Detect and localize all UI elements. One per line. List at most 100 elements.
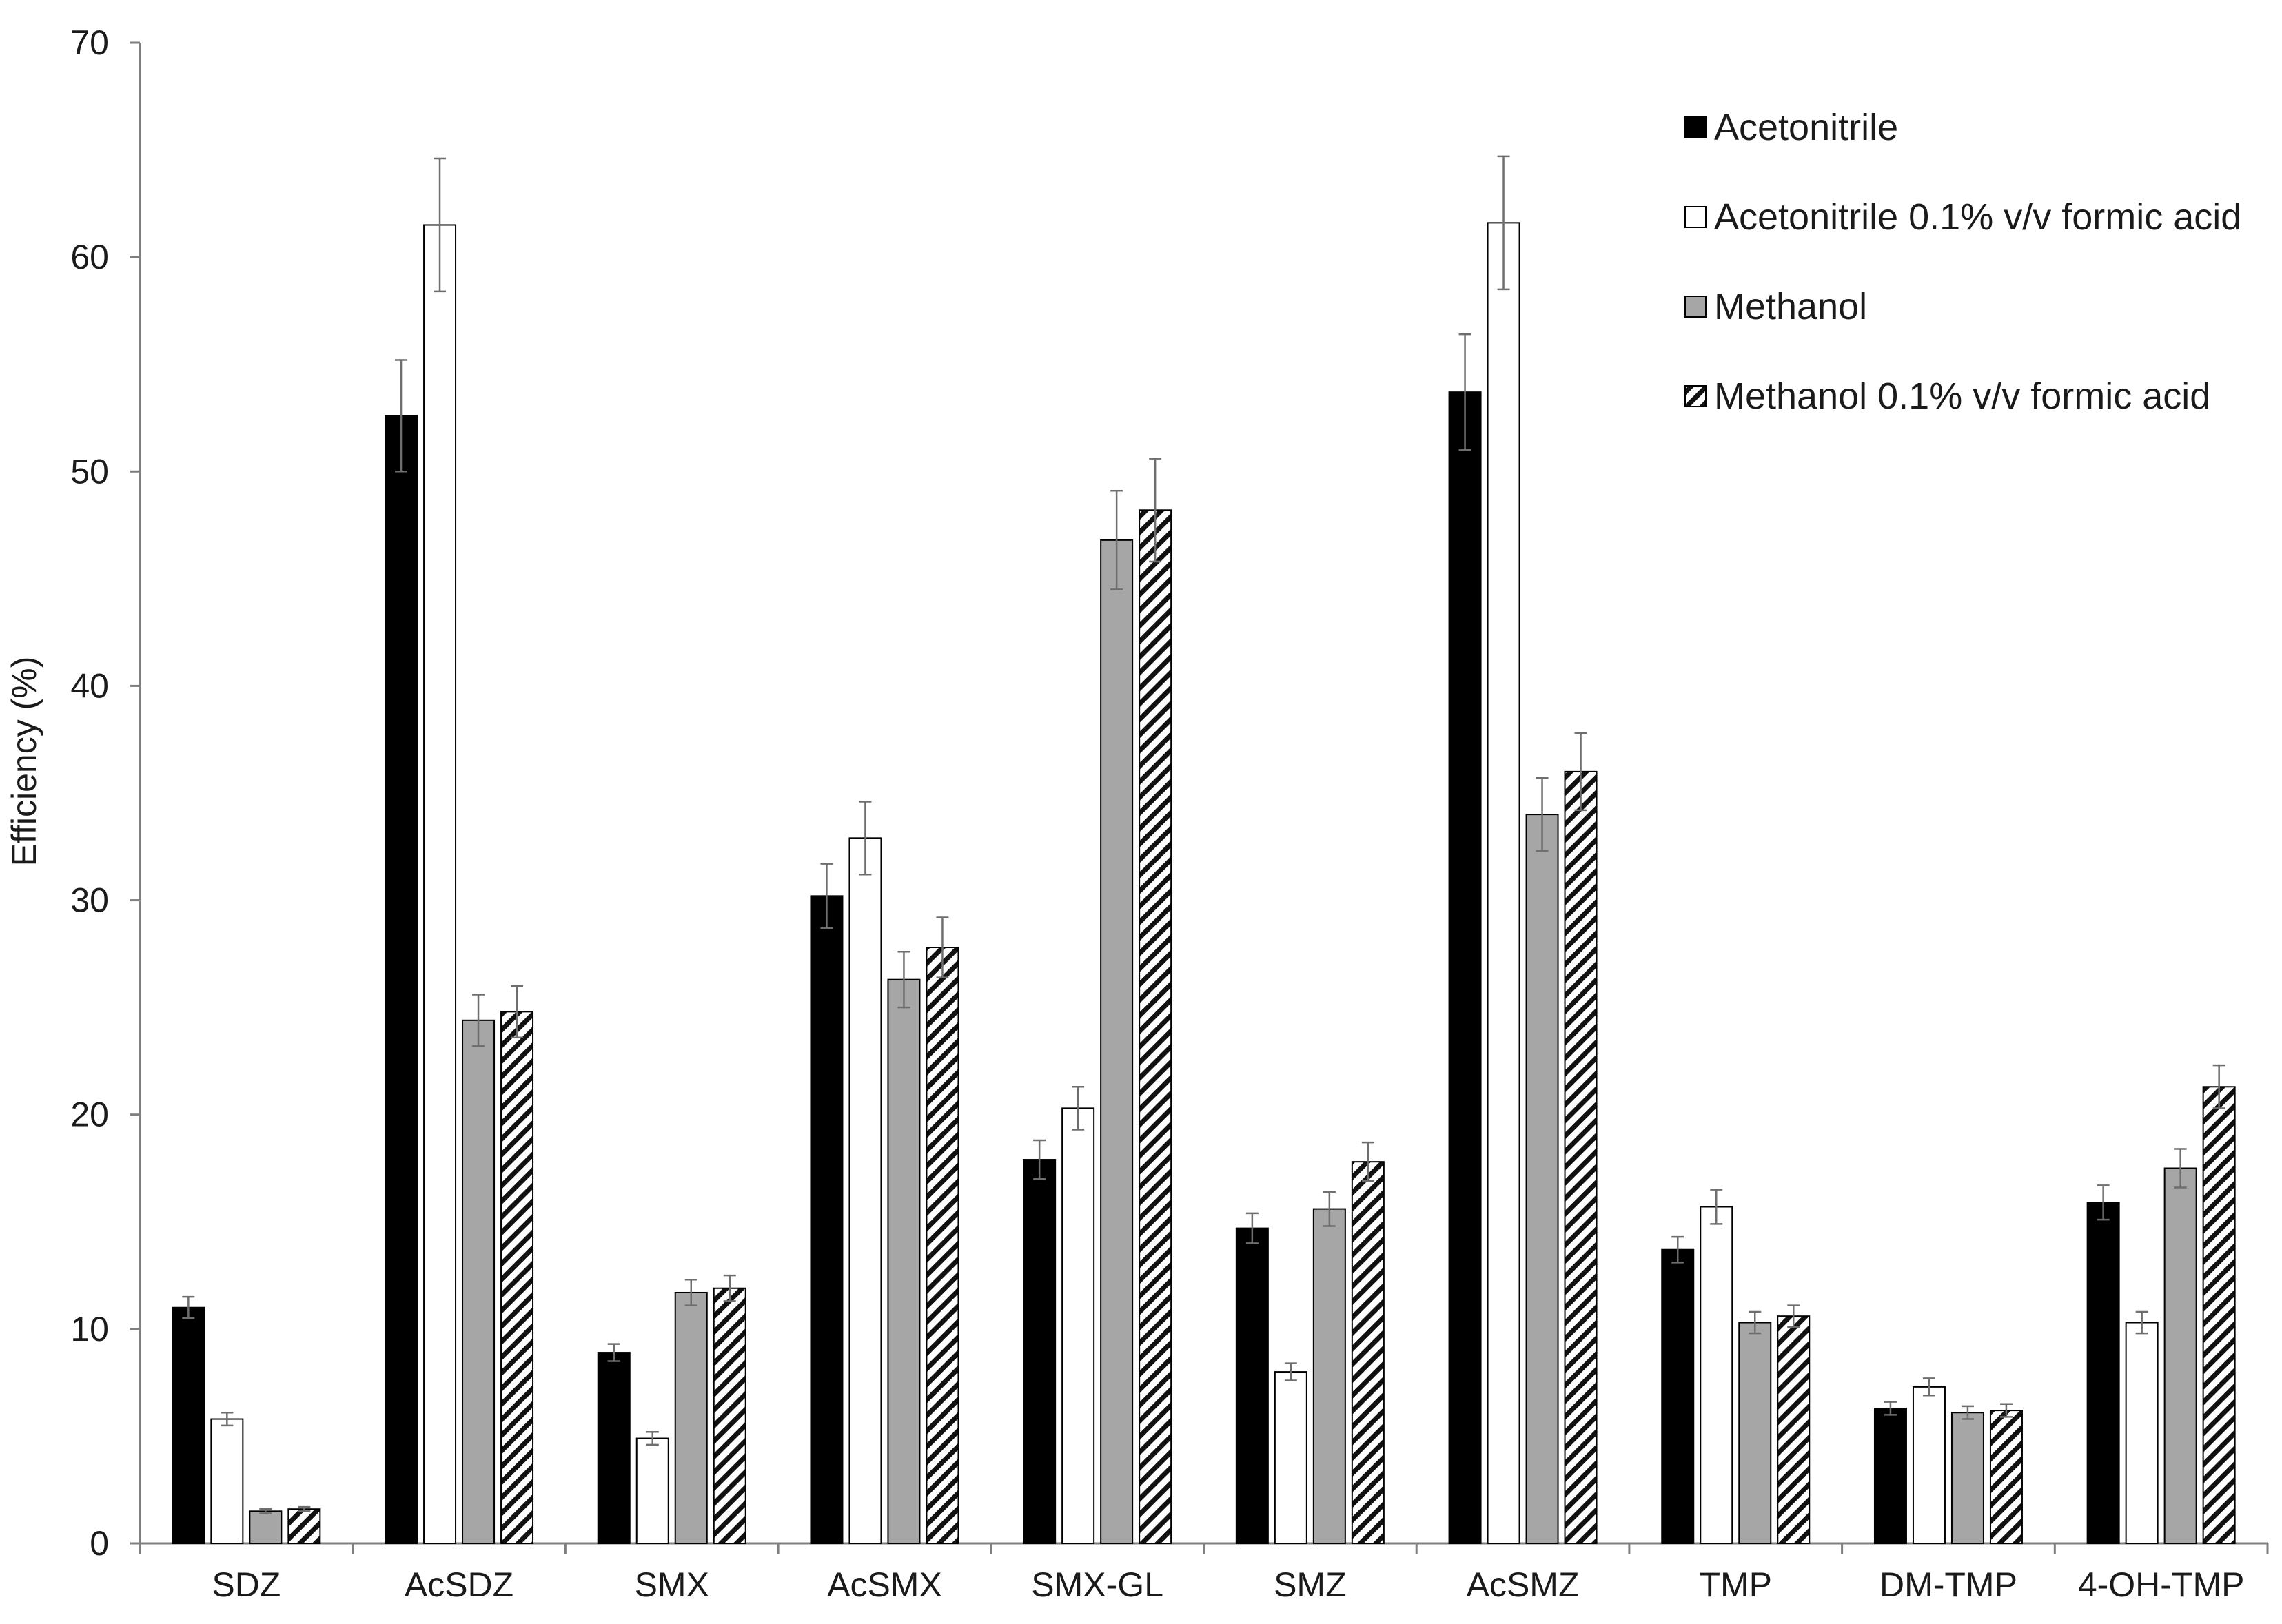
legend-item-methanol: Methanol [1684,286,1867,327]
bar-dm-tmp-acetonitrile [1873,1407,1907,1544]
error-bar-smz-acetonitrile-0-1-v-v-formic-acid [1284,1362,1297,1381]
x-tick-label-acsdz: AcSDZ [405,1565,513,1604]
bar-tmp-methanol [1738,1322,1772,1544]
error-bar-tmp-acetonitrile-0-1-v-v-formic-acid [1710,1189,1723,1225]
error-bar-sdz-acetonitrile-0-1-v-v-formic-acid [221,1411,234,1427]
legend-swatch-acetonitrile-formic [1684,206,1707,228]
legend-label-methanol-formic: Methanol 0.1% v/v formic acid [1714,376,2210,417]
bar-smx-gl-acetonitrile-0-1-v-v-formic-acid [1061,1107,1095,1544]
error-bar-smx-acetonitrile [607,1343,620,1362]
bar-smx-gl-methanol [1100,539,1134,1544]
bar-acsdz-methanol-0-1-v-v-formic-acid [500,1011,534,1544]
bar-smz-methanol [1312,1208,1346,1545]
y-axis-ticks: 0 10 20 30 40 50 60 70 [70,23,140,1563]
error-bar-tmp-acetonitrile [1671,1235,1684,1264]
error-bar-tmp-methanol [1749,1310,1762,1335]
bar-smz-acetonitrile-0-1-v-v-formic-acid [1274,1371,1307,1544]
error-bar-acsmx-acetonitrile-0-1-v-v-formic-acid [859,801,872,876]
bar-smz-methanol-0-1-v-v-formic-acid [1351,1161,1385,1545]
bar-acsmx-methanol-0-1-v-v-formic-acid [926,947,959,1544]
legend-item-acetonitrile: Acetonitrile [1684,107,1898,148]
error-bar-dm-tmp-acetonitrile [1884,1401,1897,1416]
error-bar-dm-tmp-methanol-0-1-v-v-formic-acid [1999,1403,2013,1418]
bar-smx-acetonitrile-0-1-v-v-formic-acid [635,1437,669,1545]
error-bar-sdz-methanol [259,1508,272,1514]
error-bar-smz-acetonitrile [1245,1212,1259,1244]
x-tick-label-dm-tmp: DM-TMP [1879,1565,2017,1604]
error-bar-acsmx-methanol [897,950,910,1009]
bar-acsmx-methanol [887,978,921,1545]
error-bar-acsdz-acetonitrile [395,359,408,473]
bar-4-oh-tmp-methanol-0-1-v-v-formic-acid [2202,1086,2236,1545]
error-bar-smx-gl-acetonitrile [1033,1139,1046,1180]
bar-tmp-acetonitrile-0-1-v-v-formic-acid [1700,1206,1733,1545]
x-axis-ticks: SDZ AcSDZ SMX AcSMX SMX-GL SMZ AcSMZ TMP DM-TMP 4… [139,1543,2269,1604]
legend-swatch-methanol-formic [1684,385,1707,407]
error-bar-4-oh-tmp-acetonitrile-0-1-v-v-formic-acid [2135,1310,2148,1335]
error-bar-smx-gl-methanol-0-1-v-v-formic-acid [1149,458,1162,563]
bar-sdz-methanol [249,1510,283,1545]
error-bar-dm-tmp-acetonitrile-0-1-v-v-formic-acid [1922,1377,1935,1397]
bar-sdz-acetonitrile [172,1306,205,1544]
bar-smz-acetonitrile [1235,1227,1269,1544]
legend-item-acetonitrile-formic: Acetonitrile 0.1% v/v formic acid [1684,196,2241,238]
x-tick-label-acsmz: AcSMZ [1467,1565,1580,1604]
bar-acsmx-acetonitrile [810,895,844,1544]
error-bar-acsmz-acetonitrile [1458,333,1471,451]
bar-smx-methanol-0-1-v-v-formic-acid [713,1287,746,1544]
error-bar-smz-methanol-0-1-v-v-formic-acid [1361,1141,1374,1182]
x-tick-label-sdz: SDZ [212,1565,281,1604]
legend-swatch-acetonitrile [1684,116,1707,138]
legend-item-methanol-formic: Methanol 0.1% v/v formic acid [1684,376,2210,417]
x-tick-label-smz: SMZ [1274,1565,1347,1604]
error-bar-4-oh-tmp-methanol-0-1-v-v-formic-acid [2212,1064,2225,1109]
x-tick-label-acsmx: AcSMX [827,1565,942,1604]
y-tick-label-60: 60 [70,238,109,276]
bar-smx-methanol [674,1291,708,1545]
error-bar-4-oh-tmp-acetonitrile [2097,1184,2110,1221]
y-tick-label-70: 70 [70,23,109,62]
bar-4-oh-tmp-methanol [2163,1167,2197,1544]
error-bars-group [182,155,2225,1514]
error-bar-dm-tmp-methanol [1961,1405,1974,1420]
legend-swatch-methanol [1684,296,1707,318]
bar-tmp-acetonitrile [1661,1248,1695,1544]
bar-acsdz-acetonitrile-0-1-v-v-formic-acid [423,224,457,1544]
bar-dm-tmp-methanol-0-1-v-v-formic-acid [1989,1410,2023,1544]
error-bar-sdz-acetonitrile [182,1295,195,1319]
bar-smx-acetonitrile [597,1352,631,1545]
bar-4-oh-tmp-acetonitrile-0-1-v-v-formic-acid [2125,1322,2159,1544]
bar-acsdz-acetonitrile [385,415,418,1544]
bar-4-oh-tmp-acetonitrile [2086,1202,2120,1544]
error-bar-acsmz-methanol-0-1-v-v-formic-acid [1574,732,1587,812]
bar-acsmz-methanol-0-1-v-v-formic-acid [1564,770,1598,1544]
legend-label-methanol: Methanol [1714,286,1867,327]
y-axis-title: Efficiency (%) [5,657,43,867]
error-bar-smx-methanol-0-1-v-v-formic-acid [723,1274,736,1302]
legend-label-acetonitrile-formic: Acetonitrile 0.1% v/v formic acid [1714,196,2241,238]
error-bar-acsmz-acetonitrile-0-1-v-v-formic-acid [1497,155,1510,291]
error-bar-smx-gl-methanol [1110,490,1123,590]
bar-acsmz-acetonitrile [1448,391,1482,1544]
bar-sdz-methanol-0-1-v-v-formic-acid [287,1508,321,1544]
error-bar-smx-gl-acetonitrile-0-1-v-v-formic-acid [1072,1086,1085,1131]
error-bar-acsmx-methanol-0-1-v-v-formic-acid [936,916,949,978]
legend: Acetonitrile Acetonitrile 0.1% v/v formi… [1684,107,2241,417]
bar-sdz-acetonitrile-0-1-v-v-formic-acid [210,1418,244,1544]
x-tick-label-smx: SMX [635,1565,709,1604]
error-bar-acsmx-acetonitrile [820,863,833,929]
bar-tmp-methanol-0-1-v-v-formic-acid [1777,1315,1811,1545]
y-tick-label-30: 30 [70,881,109,920]
y-tick-label-50: 50 [70,452,109,491]
error-bar-sdz-methanol-0-1-v-v-formic-acid [298,1505,311,1512]
bar-acsmx-acetonitrile-0-1-v-v-formic-acid [848,837,882,1544]
y-tick-label-10: 10 [70,1310,109,1348]
bar-series-group [172,222,2236,1545]
bar-acsmz-acetonitrile-0-1-v-v-formic-acid [1487,222,1520,1544]
error-bar-acsdz-methanol [472,994,485,1047]
x-tick-label-4-oh-tmp: 4-OH-TMP [2078,1565,2245,1604]
x-tick-label-smx-gl: SMX-GL [1031,1565,1163,1604]
bar-smx-gl-methanol-0-1-v-v-formic-acid [1139,509,1172,1545]
y-tick-label-20: 20 [70,1096,109,1134]
error-bar-smz-methanol [1323,1191,1336,1227]
